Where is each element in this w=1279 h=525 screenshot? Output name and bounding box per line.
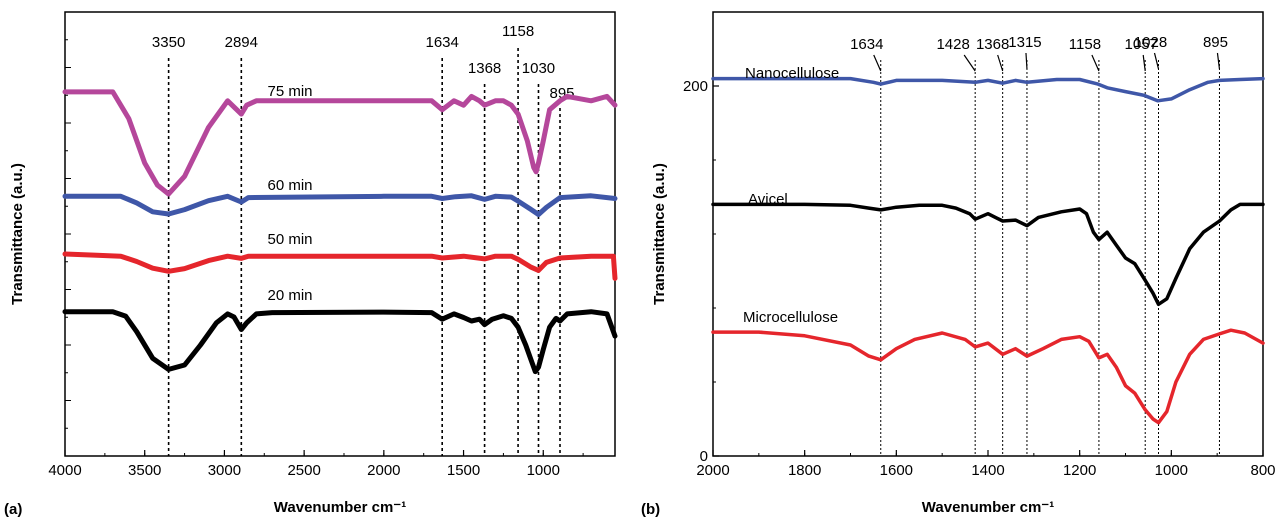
panel-a-x-tick-label: 4000	[48, 462, 81, 479]
panel-b-x-axis-title: Wavenumber cm⁻¹	[922, 499, 1054, 516]
panel-a-series-60-min	[62, 193, 618, 217]
panel-a-peak-label-1158: 1158	[502, 23, 534, 40]
panel-a-x-tick-label: 2000	[367, 462, 400, 479]
panel-b-peak-arrow-1158	[1091, 54, 1100, 72]
panel-b-peak-arrow-1368	[997, 54, 1004, 72]
panel-b-series: Nanocellulose Avicel Microcellulose	[711, 65, 1265, 425]
panel-b-peak-label-1634: 1634	[850, 36, 883, 53]
panel-b-series-label-avicel: Avicel	[748, 191, 788, 208]
panel-a-series: 75 min 60 min 50 min 20 min	[62, 83, 618, 375]
panel-b-peak-label-1428: 1428	[936, 36, 969, 53]
panel-a-series-50-min	[62, 251, 618, 281]
panel-a-peak-label-2894: 2894	[225, 34, 258, 51]
panel-b-y-tick-label: 0	[700, 448, 708, 465]
panel-b-peak-arrow-1315	[1025, 52, 1028, 70]
panel-a-series-label-60-min: 60 min	[267, 177, 312, 194]
panel-a-peak-label-3350: 3350	[152, 34, 185, 51]
panel-b-x-tick-label: 1000	[1155, 462, 1188, 479]
panel-b-peak-label-1158: 1158	[1069, 36, 1101, 53]
panel-a-x-tick-label: 1000	[527, 462, 560, 479]
panel-b-peak-label-1315: 1315	[1008, 34, 1041, 51]
panel-b-y-axis-title: Transmittance (a.u.)	[651, 163, 668, 305]
panel-b-x-tick-label: 2000	[696, 462, 729, 479]
panel-b-peak-label-1028: 1028	[1134, 34, 1167, 51]
panel-b-peak-arrow-1057	[1142, 54, 1146, 72]
panel-b-peak-label-1368: 1368	[976, 36, 1009, 53]
panel-a-series-label-75-min: 75 min	[267, 83, 312, 100]
panel-a-series-20-min	[62, 309, 618, 375]
panel-b-x-tick-label: 800	[1250, 462, 1275, 479]
panel-b-peak-label-895: 895	[1203, 34, 1228, 51]
panel-a-series-75-min	[62, 89, 618, 197]
panel-b-y-tick-label: 200	[683, 78, 708, 95]
panel-a-peak-label-1030: 1030	[522, 60, 555, 77]
panel-b-peak-arrow-1428	[963, 54, 976, 72]
panel-a-plot-frame	[64, 11, 616, 457]
panel-b-series-microcellulose	[711, 328, 1265, 425]
panel-b-x-tick-label: 1200	[1063, 462, 1096, 479]
panel-a-series-label-20-min: 20 min	[267, 287, 312, 304]
panel-a-y-axis-title: Transmittance (a.u.)	[9, 163, 26, 305]
panel-a-x-tick-label: 3000	[208, 462, 241, 479]
panel-a-x-axis-title: Wavenumber cm⁻¹	[274, 499, 406, 516]
panel-a-x-tick-label: 2500	[287, 462, 320, 479]
panel-b-peak-label-1057: 1057	[1125, 36, 1158, 53]
panel-b-peak-arrow-1634	[873, 54, 882, 72]
panel-a-x-tick-label: 1500	[447, 462, 480, 479]
panel-b-letter: (b)	[641, 501, 660, 518]
panel-b-peak-arrow-1028	[1153, 52, 1160, 70]
panel-b-x-tick-label: 1600	[880, 462, 913, 479]
panel-b-series-label-microcellulose: Microcellulose	[743, 309, 838, 326]
panel-b-x-tick-label: 1400	[971, 462, 1004, 479]
panel-a-peak-label-1634: 1634	[426, 34, 459, 51]
panel-a-ticks: 4000 3500 3000 2500 2000 1500 1000	[48, 11, 584, 479]
panel-a-series-label-50-min: 50 min	[267, 231, 312, 248]
panel-b-x-tick-label: 1800	[788, 462, 821, 479]
panel-a-peak-label-1368: 1368	[468, 60, 501, 77]
panel-b-series-label-nanocellulose: Nanocellulose	[745, 65, 839, 82]
panel-b-series-nanocellulose	[711, 76, 1265, 103]
panel-a-x-tick-label: 3500	[128, 462, 161, 479]
panel-a-letter: (a)	[4, 501, 22, 518]
panel-b-series-avicel	[711, 202, 1265, 307]
panel-b-ticks: 2000 1800 1600 1400 1200 1000 800 0 200	[683, 11, 1276, 479]
panel-b-peak-arrow-895	[1216, 52, 1221, 70]
